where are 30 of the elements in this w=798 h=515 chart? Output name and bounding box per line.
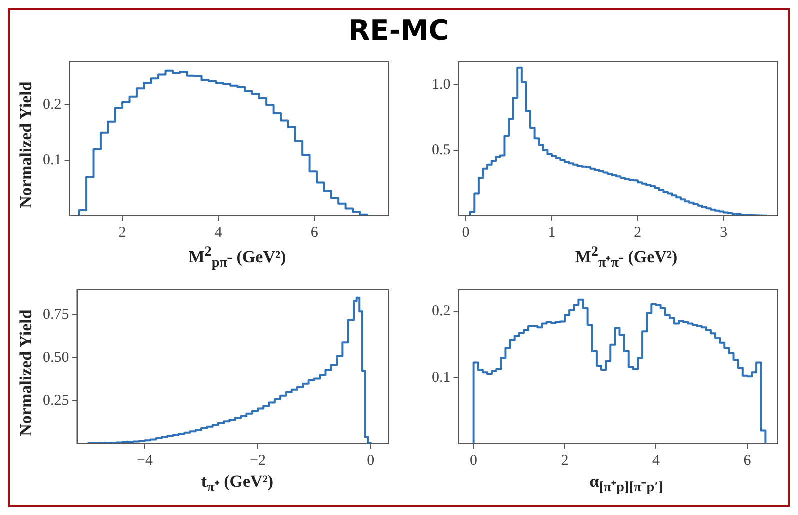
x-tick-label: 1 [548, 224, 556, 241]
x-axis-title: M$^{2}$$_{pπ⁻}$ (GeV²) [188, 244, 288, 272]
y-axis-title: Normalized Yield [16, 82, 36, 208]
x-tick-label: 0 [470, 452, 478, 469]
x-tick-label: 3 [720, 224, 728, 241]
y-tick-label: 0.2 [432, 304, 451, 320]
x-tick-label: 2 [561, 452, 569, 469]
y-tick-label: 1.0 [432, 76, 451, 93]
x-axis-title: t$_{π⁺}$ (GeV²) [200, 472, 275, 496]
y-axis-title: Normalized Yield [16, 310, 36, 436]
x-tick-label: 6 [744, 452, 752, 469]
x-tick-label: 6 [310, 224, 319, 241]
x-tick-label: −2 [250, 452, 266, 469]
chart-title: RE-MC [348, 14, 450, 47]
x-tick-label: 4 [214, 224, 223, 241]
x-tick-label: 0 [367, 452, 375, 469]
y-tick-label: 0.75 [43, 307, 70, 324]
x-axis-title: M$^{2}$$_{π⁺π⁻}$ (GeV²) [574, 244, 679, 272]
y-tick-label: 0.50 [43, 350, 70, 366]
y-tick-label: 0.1 [43, 152, 62, 169]
x-tick-label: 0 [462, 224, 470, 241]
y-tick-label: 0.1 [432, 370, 451, 386]
x-tick-label: 2 [634, 224, 642, 241]
x-tick-label: 4 [652, 452, 660, 469]
x-tick-label: 2 [118, 224, 126, 241]
y-tick-label: 0.25 [43, 392, 70, 409]
y-tick-label: 0.5 [432, 142, 451, 158]
x-axis-title: α$_{[π⁺p][π⁻p′]}$ [588, 472, 664, 496]
y-tick-label: 0.2 [43, 97, 62, 114]
x-tick-label: −4 [137, 452, 154, 469]
